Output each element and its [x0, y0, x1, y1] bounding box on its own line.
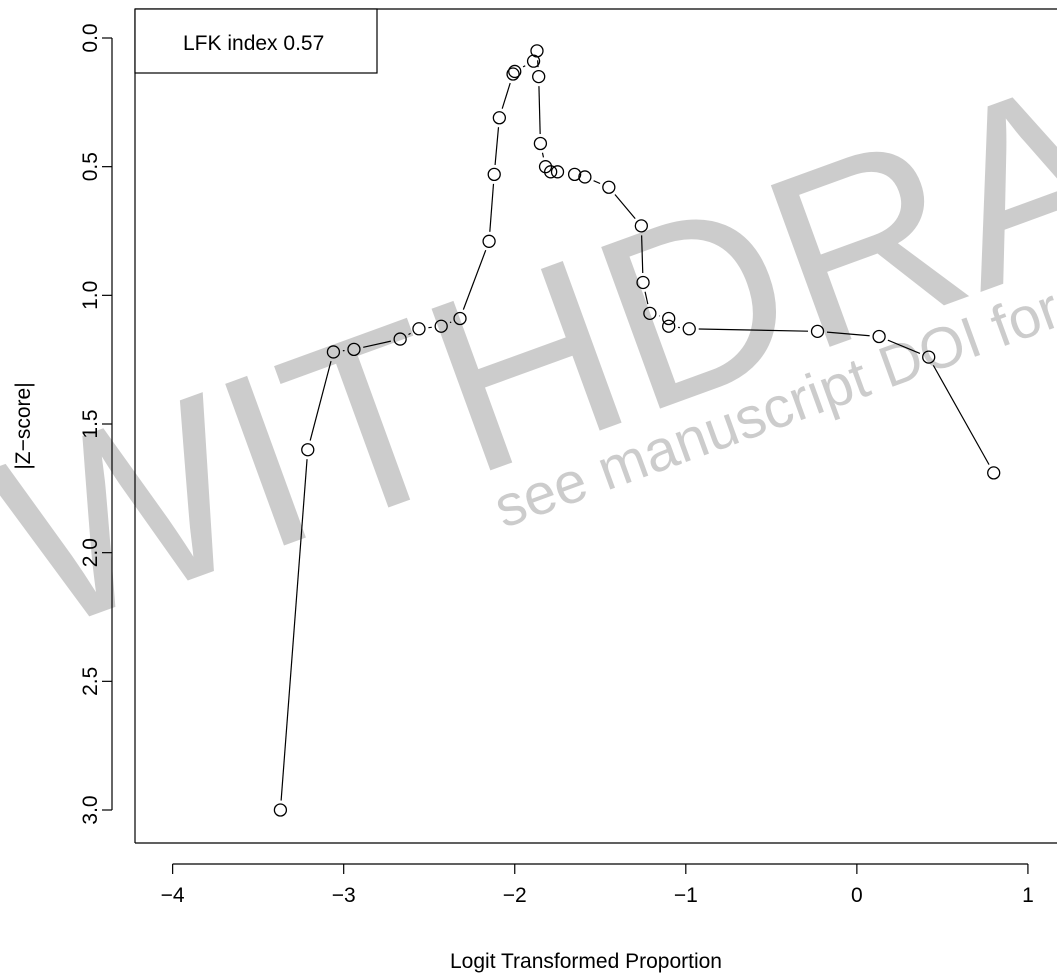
watermark: WITHDRAWN see manuscript DOI for details [0, 0, 1057, 684]
data-point [578, 170, 592, 184]
x-tick-label: 1 [1022, 884, 1034, 907]
data-point [810, 324, 825, 339]
y-tick-label: 1.5 [79, 409, 102, 438]
data-point [922, 350, 936, 364]
series-line-segment [887, 339, 921, 355]
data-point [872, 329, 886, 344]
y-axis-title: |Z−score| [12, 382, 35, 469]
data-point [987, 466, 1001, 480]
data-point [506, 67, 520, 81]
series-line-segment [462, 249, 487, 310]
series-line-segment [932, 365, 990, 465]
data-point [538, 160, 553, 174]
series-line-segment [538, 86, 541, 135]
series-line-segment [614, 194, 636, 219]
data-point [544, 165, 558, 179]
x-tick-label: −1 [674, 884, 698, 907]
y-tick-label: 3.0 [79, 795, 102, 824]
x-tick-label: −4 [161, 884, 185, 907]
series-line-segment [644, 291, 649, 305]
y-tick-label: 1.0 [79, 281, 102, 310]
legend-box [134, 8, 378, 74]
y-tick-label: 0.0 [79, 23, 102, 52]
data-point [602, 180, 616, 194]
series-line-segment [826, 331, 870, 337]
data-point [482, 234, 496, 248]
data-point [347, 342, 361, 357]
data-point [273, 803, 288, 817]
data-point [453, 311, 467, 326]
y-tick-label: 2.5 [79, 667, 102, 696]
data-point [533, 136, 548, 151]
x-axis-title: Logit Transformed Proportion [450, 950, 722, 973]
series-line-segment [698, 328, 809, 332]
data-point [634, 219, 648, 233]
x-tick-label: −3 [332, 884, 356, 907]
data-point [326, 345, 341, 359]
data-point [393, 332, 407, 346]
data-point [643, 306, 657, 320]
x-tick-label: 0 [851, 884, 863, 907]
x-tick-label: −2 [503, 884, 527, 907]
series-line-segment [494, 127, 500, 165]
series-line-segment [593, 180, 601, 185]
data-point [532, 69, 546, 84]
y-tick-label: 2.0 [79, 538, 102, 567]
series-line-segment [408, 332, 411, 336]
lfk-index-label: LFK index 0.57 [183, 32, 324, 55]
data-point [301, 443, 315, 457]
series-line-segment [522, 65, 526, 68]
data-point [682, 322, 696, 336]
data-point [434, 319, 448, 333]
data-point [508, 64, 522, 79]
series-line-segment [309, 360, 332, 441]
axes: −4 −3 −2 −1 0 1 0.0 0.5 1.0 1.5 2.0 2.5 3.0 Logit Tra… [12, 8, 1057, 973]
data-point [550, 165, 565, 179]
data-point [567, 167, 582, 182]
plot-area [273, 44, 1001, 817]
series-line-segment [363, 340, 391, 348]
data-point [662, 319, 676, 333]
data-point [530, 44, 544, 58]
series-line-segment [280, 459, 308, 801]
data-point [412, 322, 426, 336]
series-line-segment [449, 321, 452, 324]
data-point [662, 311, 676, 326]
series-line-segment [501, 82, 511, 109]
series-line-segment [489, 183, 495, 232]
data-point [492, 111, 507, 125]
data-point [636, 275, 650, 290]
series-line-segment [541, 152, 545, 158]
legend: LFK index 0.57 [134, 8, 378, 74]
y-tick-label: 0.5 [79, 152, 102, 181]
series-line-segment [641, 235, 644, 273]
data-point [487, 167, 501, 182]
